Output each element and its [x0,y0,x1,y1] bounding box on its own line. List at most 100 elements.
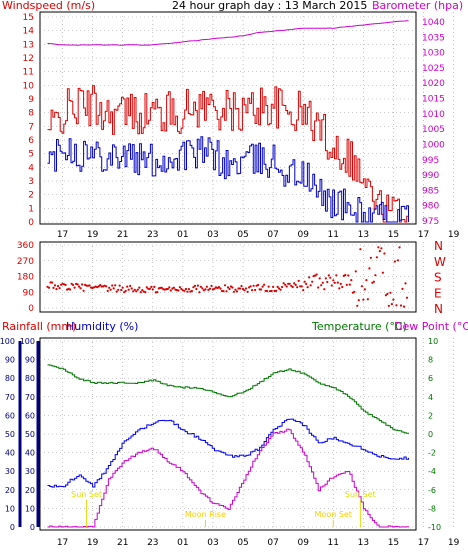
direction-point [252,284,255,287]
panel2-frame [39,241,417,313]
direction-point [396,259,400,262]
rain-tick-label: 90 [5,356,15,365]
humidity-tick-label: 0 [30,523,35,532]
direction-point [195,287,198,291]
humidity-tick-label: 90 [25,356,35,365]
temp-tick-label: -10 [428,523,441,532]
direction-point [311,280,314,283]
x-tick-label-top: 03 [207,230,218,240]
baro-tick-label: 985 [422,186,439,196]
direction-point [111,284,114,287]
event-label: Moon Rise [185,510,226,519]
x-tick-label-bottom: 15 [388,538,399,548]
direction-point [366,298,369,301]
x-tick-label-top: 11 [328,230,339,240]
direction-point [196,284,199,287]
wind-tick-label: 6 [28,136,34,146]
direction-point [184,287,187,291]
direction-point [341,285,344,289]
direction-point [282,282,285,285]
direction-point [401,287,404,290]
direction-point [291,285,294,289]
x-tick-label-bottom: 01 [177,538,188,548]
direction-point [266,290,269,293]
direction-point [296,286,299,289]
x-tick-label-bottom: 11 [328,538,339,548]
temp-tick-label: 0 [428,430,433,439]
humidity-tick-label: 20 [25,486,35,495]
direction-point [285,285,288,288]
x-tick-label-bottom: 07 [267,538,278,548]
direction-point [177,289,180,292]
baro-tick-label: 1020 [422,79,445,89]
wind-tick-label: 9 [28,95,34,105]
direction-point [260,288,263,291]
direction-point [387,304,390,307]
temperature-line [47,364,409,434]
x-tick-label-top: 05 [237,230,248,240]
direction-point [278,287,281,290]
rain-tick-label: 70 [5,393,15,402]
direction-point [228,287,231,291]
direction-point [97,285,100,288]
direction-point [79,287,82,290]
direction-point [105,285,108,288]
wind-tick-label: 1 [28,204,34,214]
direction-point [336,281,339,284]
temp-tick-label: 10 [428,337,438,346]
direction-point [251,289,254,292]
baro-tick-label: 1015 [422,95,445,105]
x-tick-label-top: 17 [57,230,68,240]
windspeed-line [47,136,409,223]
direction-point [78,285,81,288]
direction-point [81,283,84,286]
humidity-tick-label: 30 [25,467,35,476]
direction-point [375,256,378,259]
direction-point [192,286,195,289]
direction-point [288,282,291,285]
wind-tick-label: 2 [28,191,34,201]
baro-tick-label: 990 [422,171,439,181]
dewpoint-line [47,428,409,528]
direction-point [58,287,61,290]
direction-point [204,288,207,291]
dir-tick-label: 360 [17,241,34,251]
direction-point [303,280,306,283]
direction-point [386,292,389,295]
humidity-line [47,418,409,488]
baro-tick-label: 1005 [422,125,445,135]
direction-point [238,287,242,290]
direction-point [112,287,115,290]
direction-point [106,289,109,292]
direction-point [136,288,139,291]
direction-point [279,288,282,291]
direction-point [309,284,312,287]
x-tick-label-top: 07 [267,230,278,240]
event-label: Moon Set [315,510,352,519]
direction-point [402,305,406,308]
dir-tick-label: 90 [23,288,35,298]
direction-point [52,286,55,289]
rain-tick-label: 60 [5,411,15,420]
temp-tick-label: -4 [428,467,436,476]
x-tick-label-bottom: 19 [87,538,99,548]
direction-point [180,287,183,291]
direction-point [225,290,228,293]
direction-point [235,290,239,293]
rain-tick-label: 30 [5,467,15,476]
direction-point [150,285,153,288]
rain-tick-label: 10 [5,504,15,513]
direction-point [72,283,75,286]
direction-point [284,283,287,286]
temp-tick-label: 4 [428,393,433,402]
direction-point [64,283,67,286]
humidity-tick-label: 60 [25,411,35,420]
x-tick-label-top: 19 [87,230,99,240]
humidity-tick-label: 40 [25,449,35,458]
direction-point [356,304,359,307]
direction-point [178,286,181,289]
wind-tick-label: 4 [28,163,34,173]
direction-point [335,274,338,277]
direction-point [270,289,273,293]
